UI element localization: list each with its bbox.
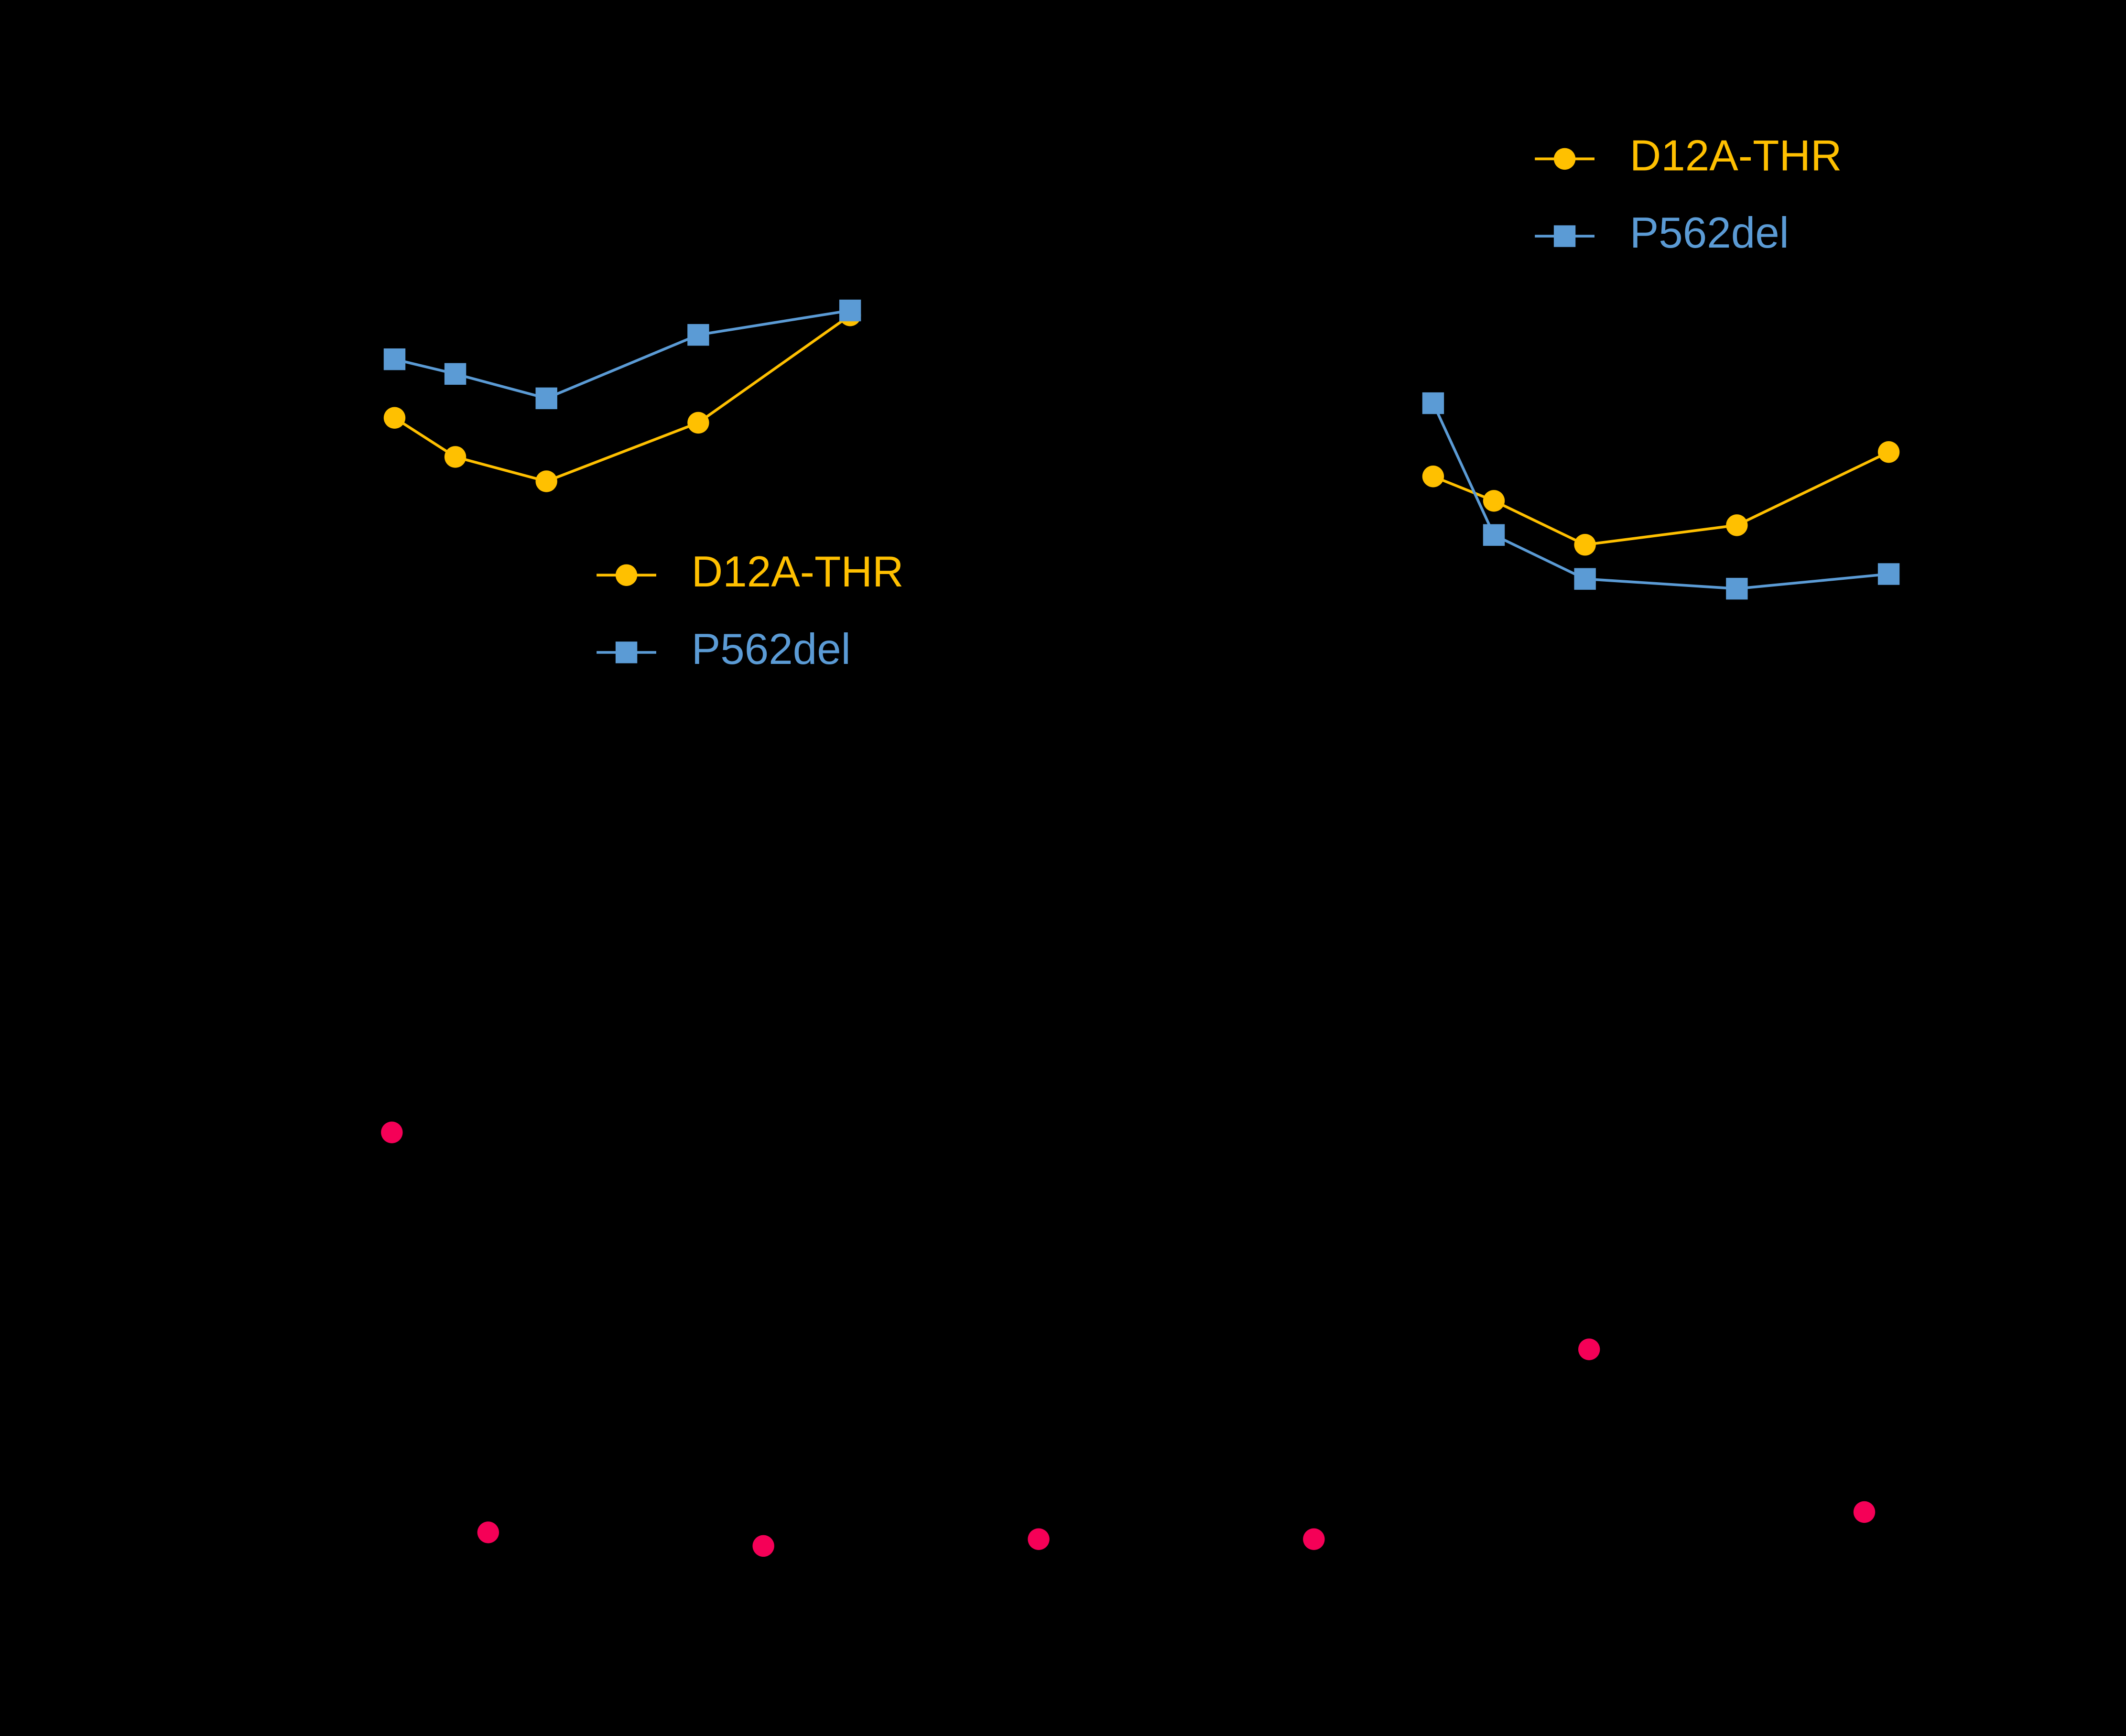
- data-point: [687, 324, 709, 346]
- legend-label: D12A-THR: [1630, 131, 1842, 180]
- data-point: [1422, 392, 1444, 414]
- legend-label: P562del: [1630, 209, 1789, 257]
- data-point: [1483, 490, 1505, 512]
- data-point: [1853, 1501, 1876, 1523]
- data-point: [1877, 563, 1900, 585]
- data-point: [1726, 577, 1748, 600]
- data-point: [444, 363, 466, 385]
- data-point: [1574, 534, 1596, 556]
- data-point: [383, 348, 406, 370]
- data-point: [687, 412, 709, 434]
- data-point: [535, 387, 557, 410]
- data-point: [839, 299, 861, 322]
- legend-marker: [1553, 225, 1576, 247]
- data-point: [1578, 1338, 1600, 1360]
- legend-marker: [1553, 148, 1576, 170]
- data-point: [1483, 524, 1505, 546]
- data-point: [477, 1521, 499, 1543]
- data-point: [752, 1535, 774, 1557]
- data-point: [535, 470, 557, 492]
- legend-marker: [615, 641, 638, 663]
- data-point: [1422, 466, 1444, 488]
- data-point: [1877, 441, 1900, 463]
- data-point: [383, 407, 406, 429]
- data-point: [1303, 1528, 1325, 1550]
- data-point: [1574, 568, 1596, 590]
- data-point: [1028, 1528, 1050, 1550]
- data-point: [1726, 514, 1748, 536]
- legend-label: P562del: [692, 625, 851, 673]
- legend-marker: [615, 564, 638, 586]
- data-point: [381, 1121, 403, 1143]
- data-point: [444, 446, 466, 468]
- legend-label: D12A-THR: [692, 548, 904, 596]
